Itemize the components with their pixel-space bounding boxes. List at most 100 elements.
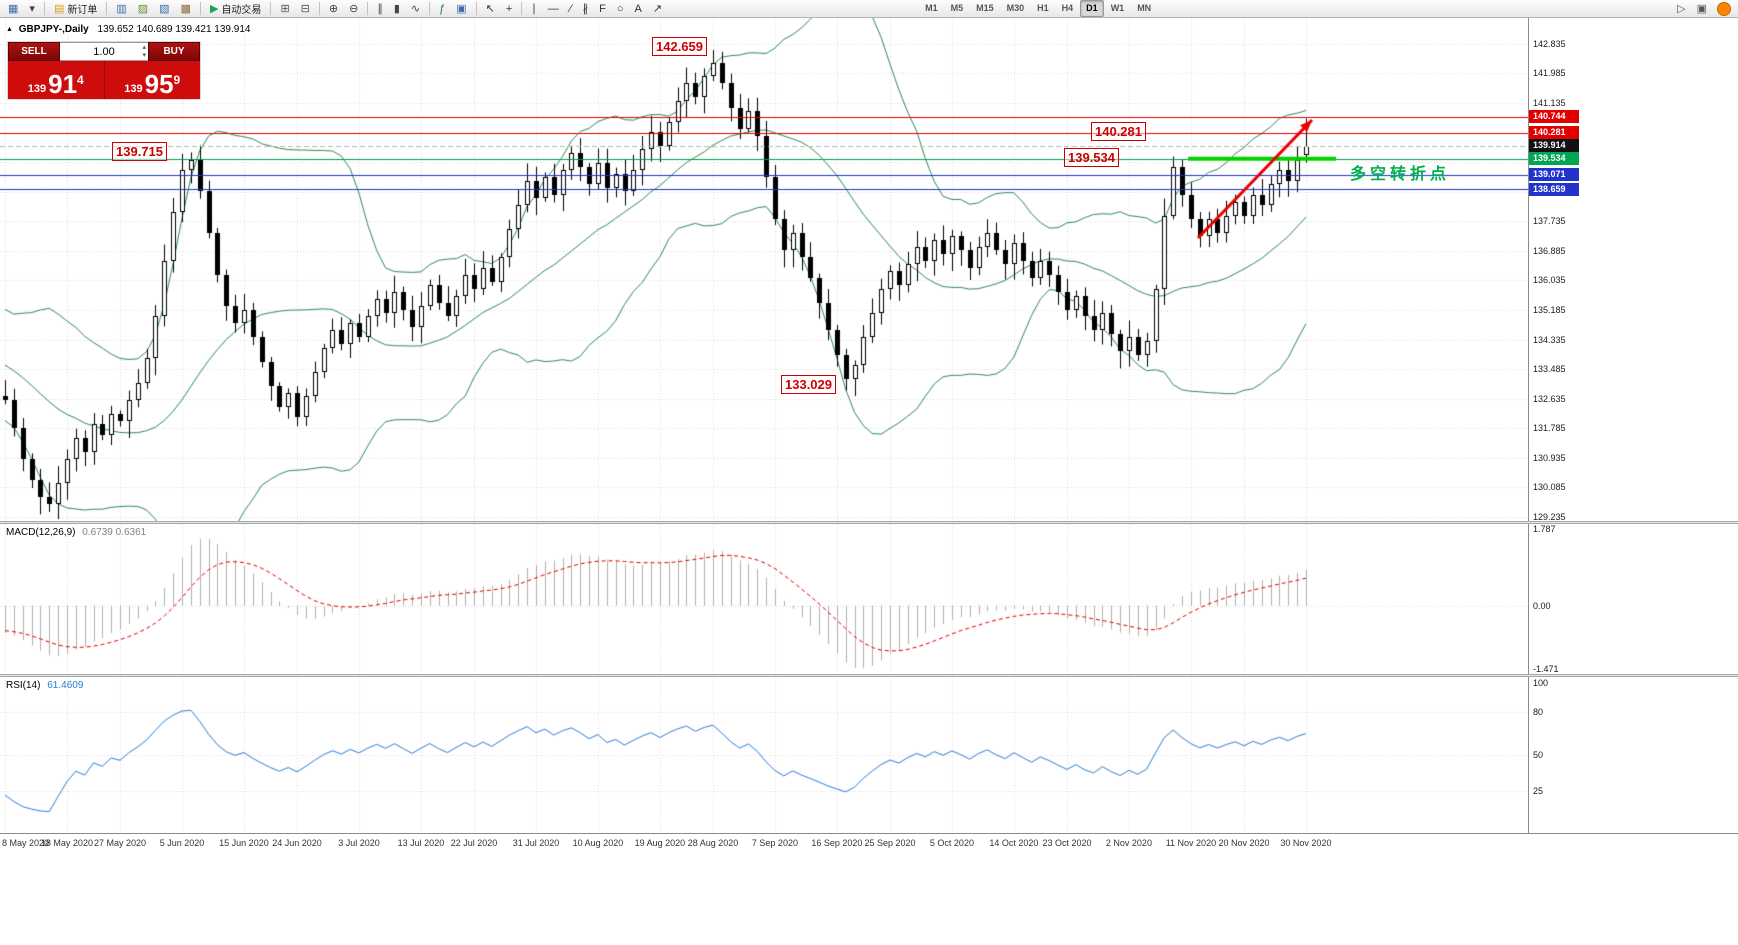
date-axis-label: 22 Jul 2020: [450, 838, 498, 848]
date-axis-label: 2 Nov 2020: [1105, 838, 1152, 848]
price-axis-label: 141.985: [1533, 68, 1566, 79]
timeframe-d1-button[interactable]: D1: [1080, 0, 1104, 17]
timeframe-m1-button[interactable]: M1: [925, 3, 938, 13]
main-chart-canvas[interactable]: [0, 18, 1528, 521]
macd-axis-border: [1528, 524, 1529, 674]
lot-spinner[interactable]: ▴ ▾: [142, 44, 146, 60]
date-axis-label: 19 Aug 2020: [634, 838, 686, 848]
date-axis-label: 7 Sep 2020: [751, 838, 798, 848]
price-annotation[interactable]: 140.281: [1091, 122, 1146, 141]
shapes-icon[interactable]: ○: [612, 0, 629, 18]
toolbar: ▦ ▾ ▤ 新订单 ▥ ▨ ▧ ▩ ▶ 自动交易 ⊞ ⊟ ⊕ ⊖ ∥ ▮ ∿ ƒ ▣ ↖ + ∣ ― ∕ ∦ F ○ A ↗ M1 M5 M1…: [0, 0, 1738, 18]
bid-pip-digit: 4: [77, 73, 84, 87]
candlestick-chart-icon[interactable]: ▮: [389, 0, 405, 18]
horizontal-line-icon[interactable]: ―: [543, 0, 564, 18]
trendline-icon[interactable]: ∕: [565, 0, 577, 18]
macd-canvas[interactable]: [0, 524, 1528, 674]
price-axis-badge: 139.071: [1529, 168, 1579, 182]
date-axis-label: 14 Oct 2020: [989, 838, 1039, 848]
date-axis-label: 15 Jun 2020: [219, 838, 269, 848]
price-annotation[interactable]: 139.534: [1064, 148, 1119, 167]
price-axis-label: 137.735: [1533, 216, 1566, 227]
toolbar-separator: [475, 2, 477, 15]
sell-price[interactable]: 139 91 4: [8, 61, 105, 99]
cursor-icon[interactable]: ↖: [481, 0, 500, 18]
line-chart-icon[interactable]: ∿: [406, 0, 425, 18]
collapse-icon[interactable]: ▲: [6, 26, 13, 33]
date-axis-label: 31 Jul 2020: [512, 838, 560, 848]
timeframe-m30-button[interactable]: M30: [1006, 3, 1025, 13]
price-axis-label: 134.335: [1533, 334, 1566, 345]
navigator-icon-glyph: ▧: [159, 2, 170, 15]
price-annotation[interactable]: 142.659: [652, 37, 707, 56]
lot-up-icon[interactable]: ▴: [142, 44, 146, 51]
new-chart-icon[interactable]: ▦: [3, 0, 23, 18]
data-window-icon[interactable]: ▨: [133, 0, 153, 18]
price-annotation[interactable]: 133.029: [781, 375, 836, 394]
price-axis-label: 131.785: [1533, 423, 1566, 434]
cascade-windows-icon[interactable]: ⊟: [296, 0, 315, 18]
arrows-icon[interactable]: ↗: [648, 0, 667, 18]
panel-separator-1[interactable]: [0, 521, 1738, 524]
timeframe-m15-button[interactable]: M15: [976, 3, 994, 13]
chart-dropdown-icon[interactable]: ▾: [24, 0, 40, 18]
chart-ohlc-values: 139.652 140.689 139.421 139.914: [97, 24, 251, 35]
date-axis-label: 28 Aug 2020: [687, 838, 739, 848]
crosshair-icon[interactable]: +: [501, 0, 517, 18]
ask-pip-digit: 9: [173, 73, 181, 87]
price-axis-badge: 139.534: [1529, 152, 1579, 166]
lot-size-field[interactable]: 1.00 ▴ ▾: [60, 42, 148, 61]
price-axis-label: 129.235: [1533, 511, 1566, 522]
timeframe-mn-button[interactable]: MN: [1137, 3, 1152, 13]
date-axis-label: 25 Sep 2020: [864, 838, 916, 848]
new-order-button[interactable]: ▤ 新订单: [49, 0, 102, 18]
panel-separator-2[interactable]: [0, 674, 1738, 677]
rsi-canvas[interactable]: [0, 677, 1528, 833]
terminal-icon[interactable]: ▩: [176, 0, 196, 18]
bid-prefix: 139: [27, 83, 47, 95]
sell-button[interactable]: SELL: [8, 42, 60, 61]
market-watch-icon[interactable]: ▥: [111, 0, 131, 18]
zoom-in-icon[interactable]: ⊕: [324, 0, 343, 18]
timeframe-w1-button[interactable]: W1: [1110, 3, 1125, 13]
vertical-line-icon-glyph: ∣: [531, 2, 537, 15]
rsi-axis-label: 80: [1533, 706, 1544, 717]
macd-axis-label: -1.471: [1533, 664, 1559, 674]
notification-badge[interactable]: [1717, 1, 1731, 16]
date-axis: 8 May 2020 18 May 2020 27 May 2020 5 Jun 20…: [0, 833, 1738, 854]
buy-price[interactable]: 139 95 9: [104, 61, 200, 99]
channel-icon[interactable]: ∦: [578, 0, 594, 18]
bar-chart-icon[interactable]: ∥: [372, 0, 388, 18]
chart-shift-icon[interactable]: ▷: [1672, 0, 1690, 18]
text-label-icon[interactable]: A: [630, 0, 647, 18]
tile-windows-icon[interactable]: ⊞: [275, 0, 294, 18]
timeframe-m5-button[interactable]: M5: [950, 3, 964, 13]
date-axis-label: 10 Aug 2020: [572, 838, 624, 848]
rsi-value: 61.4609: [47, 680, 84, 691]
macd-axis-label: 1.787: [1533, 524, 1556, 534]
toolbar-separator: [270, 2, 272, 15]
vertical-line-icon[interactable]: ∣: [526, 0, 542, 18]
indicators-icon[interactable]: ƒ: [434, 0, 450, 18]
templates-icon[interactable]: ▣: [451, 0, 471, 18]
auto-scroll-icon[interactable]: ▣: [1692, 0, 1712, 18]
autotrade-button-label: 自动交易: [221, 5, 262, 16]
timeframe-h1-button[interactable]: H1: [1037, 3, 1049, 13]
templates-icon-glyph: ▣: [456, 2, 467, 15]
navigator-icon[interactable]: ▧: [154, 0, 174, 18]
ask-big-digits: 95: [144, 69, 174, 99]
fibonacci-icon[interactable]: F: [594, 0, 611, 18]
lot-down-icon[interactable]: ▾: [142, 52, 146, 59]
data-window-icon-glyph: ▨: [137, 2, 149, 15]
cn-annotation[interactable]: 多空转折点: [1350, 166, 1451, 183]
price-annotation[interactable]: 139.715: [112, 142, 167, 161]
cursor-icon-glyph: ↖: [485, 2, 495, 15]
timeframe-h4-button[interactable]: H4: [1061, 3, 1074, 13]
date-axis-label: 11 Nov 2020: [1165, 838, 1217, 848]
zoom-out-icon[interactable]: ⊖: [344, 0, 363, 18]
buy-button[interactable]: BUY: [148, 42, 200, 61]
chart-title: ▲ GBPJPY-,Daily 139.652 140.689 139.421 …: [6, 24, 250, 35]
autotrade-button[interactable]: ▶ 自动交易: [205, 0, 266, 18]
toolbar-separator: [367, 2, 369, 15]
